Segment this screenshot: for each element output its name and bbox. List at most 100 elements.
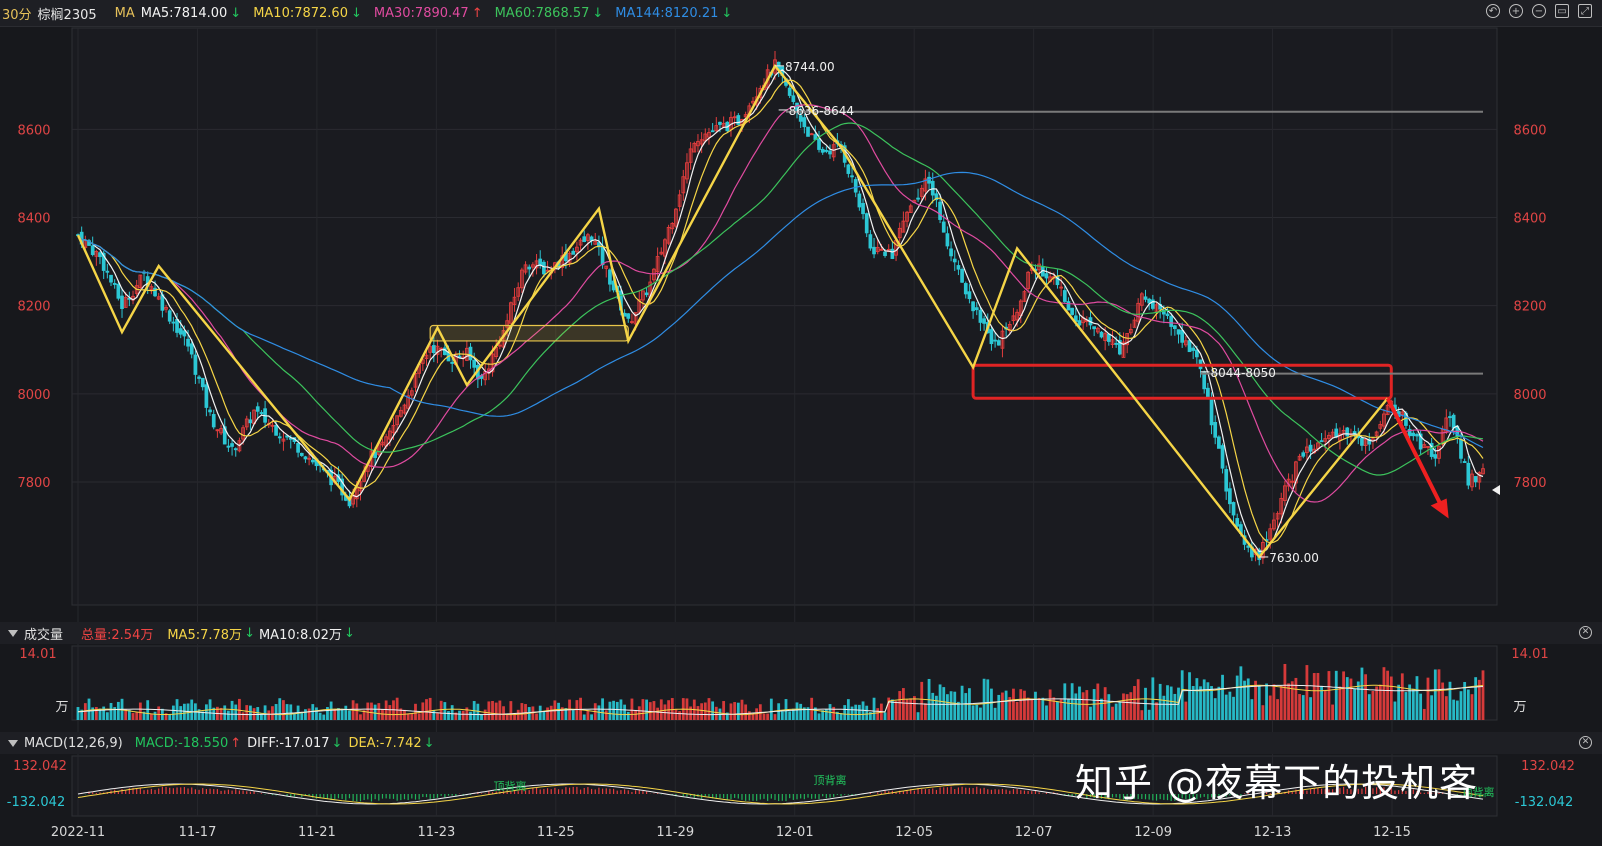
axis-label: 132.042 (1521, 759, 1575, 774)
dea-value: DEA:-7.742 (348, 735, 422, 751)
volume-bar (832, 706, 836, 720)
volume-bar (142, 711, 146, 720)
candle-body (1382, 413, 1386, 427)
ma-legend-item: MA30:7890.47 (373, 5, 469, 21)
candle-body (490, 353, 495, 373)
volume-bar (1067, 699, 1070, 720)
volume-bar (502, 706, 505, 720)
volume-bar (1298, 694, 1301, 720)
volume-bar (322, 714, 326, 720)
candle-body (916, 197, 920, 200)
volume-bar (1136, 679, 1140, 720)
candle-body (1228, 488, 1232, 505)
collapse-icon[interactable] (8, 739, 18, 747)
volume-bar (1426, 677, 1430, 720)
candle-body (1044, 273, 1049, 279)
candle (406, 389, 411, 410)
volume-bar (425, 699, 428, 720)
candle-body (853, 179, 858, 193)
volume-bar (98, 708, 102, 720)
expand-icon[interactable]: ⤢ (1578, 4, 1592, 18)
volume-bar (1140, 710, 1144, 720)
close-icon[interactable]: ✕ (1579, 736, 1592, 749)
candle (409, 387, 414, 401)
x-tick-label: 11-21 (298, 825, 336, 840)
symbol-label[interactable]: 棕榈2305 (37, 7, 97, 23)
candle-body (578, 239, 583, 246)
volume-bar (1342, 671, 1346, 720)
macd-arrow: ↑ (230, 735, 242, 751)
volume-bar (733, 702, 737, 720)
volume-bar (835, 711, 839, 720)
volume-bar (105, 712, 109, 720)
zoom-in-icon[interactable]: + (1509, 4, 1523, 18)
candle-body (431, 345, 436, 354)
candle (1099, 330, 1104, 339)
candle (626, 313, 631, 323)
candle-body (259, 412, 264, 414)
candle (520, 267, 524, 294)
candle (402, 403, 407, 415)
candle (696, 134, 700, 153)
candle-body (820, 148, 825, 153)
candle (952, 250, 957, 272)
collapse-icon[interactable] (8, 629, 18, 637)
ma-legend-item: MA60:7868.57 (494, 5, 590, 21)
candle-body (197, 376, 201, 379)
volume-bar (912, 696, 916, 720)
volume-bar (370, 702, 373, 720)
candle-body (1000, 330, 1005, 349)
candle-body (226, 445, 231, 448)
candle (542, 260, 546, 278)
candle-body (875, 246, 880, 253)
volume-bar (355, 703, 359, 720)
candle-body (1150, 299, 1155, 309)
close-icon[interactable]: ✕ (1579, 626, 1592, 639)
volume-bar (179, 706, 183, 720)
volume-bar (839, 713, 843, 720)
candle (1279, 492, 1284, 524)
volume-bar (1206, 682, 1210, 720)
candle-body (211, 414, 216, 428)
undo-icon[interactable]: ↶ (1486, 4, 1500, 18)
candle (949, 241, 953, 262)
candle-body (358, 481, 363, 492)
candle-body (971, 301, 975, 312)
volume-bar (1268, 695, 1272, 720)
volume-bar (304, 709, 307, 720)
volume-ma10: MA10:8.02万 (258, 627, 342, 643)
divergence-label: 顶背离 (814, 773, 847, 787)
volume-bar (1257, 686, 1261, 720)
candle-body (817, 138, 821, 150)
volume-bar (318, 712, 322, 720)
volume-bar (711, 701, 715, 720)
y-tick-left: 7800 (17, 476, 50, 491)
volume-bar (857, 704, 861, 720)
candle-body (1363, 438, 1368, 447)
candle-body (699, 139, 704, 145)
candle (1191, 345, 1196, 360)
candle (516, 282, 521, 302)
candle (1173, 324, 1177, 336)
window-icon[interactable]: ▭ (1555, 4, 1569, 18)
volume-bar (887, 697, 891, 720)
volume-bar (1430, 695, 1434, 720)
volume-bar (1111, 706, 1114, 720)
volume-bar (1085, 690, 1089, 720)
yellow-zone-box (429, 324, 629, 342)
ma-legend-item: MA10:7872.60 (253, 5, 348, 21)
axis-label: -132.042 (1515, 795, 1573, 810)
volume-bar (307, 708, 311, 720)
period-label[interactable]: 30分 (2, 7, 32, 23)
candle (531, 262, 535, 277)
volume-bar (1015, 701, 1019, 720)
candle (277, 432, 282, 444)
candle-body (864, 213, 869, 234)
volume-bar (1364, 674, 1368, 720)
volume-bar (1059, 699, 1063, 720)
volume-bar (659, 699, 663, 720)
candle (916, 188, 920, 202)
zoom-out-icon[interactable]: − (1532, 4, 1546, 18)
candle-body (153, 287, 157, 297)
